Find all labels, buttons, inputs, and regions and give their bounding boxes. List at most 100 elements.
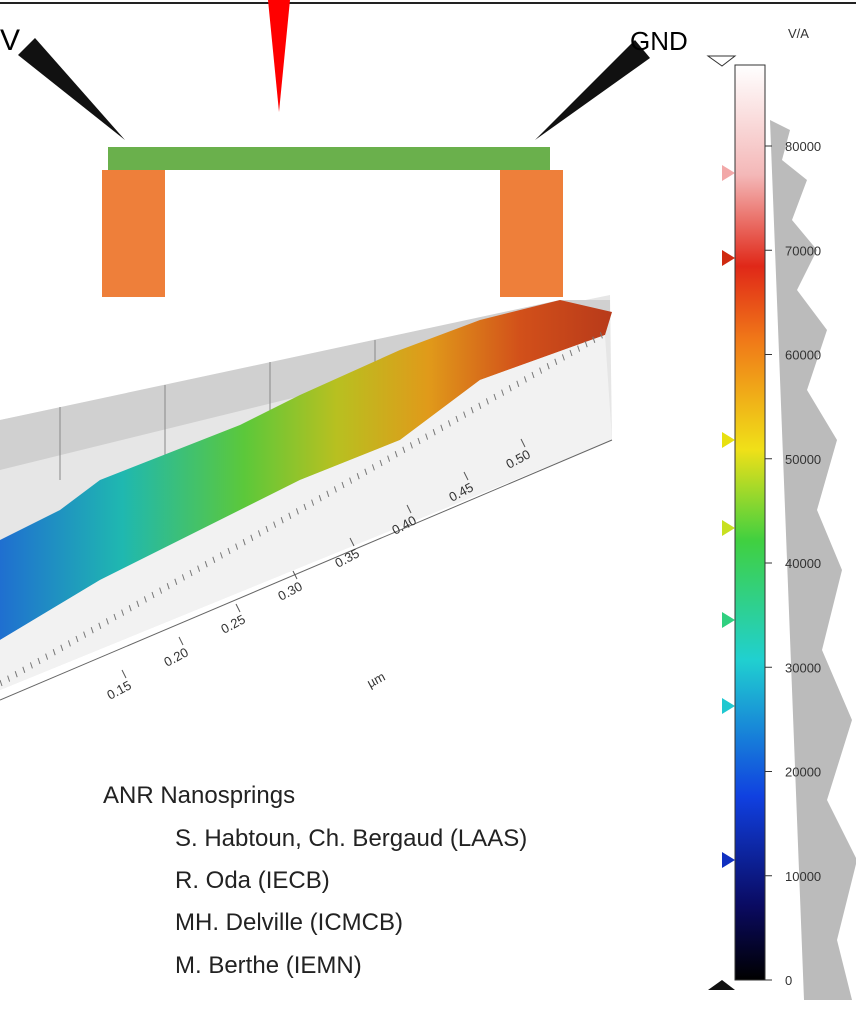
minor-tick	[371, 464, 375, 471]
minor-tick	[90, 627, 94, 634]
minor-tick	[37, 657, 41, 665]
minor-tick	[592, 336, 596, 343]
tick-label: 0.30	[275, 579, 304, 604]
minor-tick	[60, 644, 64, 651]
minor-tick	[121, 609, 125, 616]
probe-label: GND	[630, 26, 688, 56]
credit-title: ANR Nanosprings	[103, 782, 295, 809]
tick-label: 0.25	[218, 612, 247, 637]
minor-tick	[29, 662, 33, 669]
probe-label: V	[0, 24, 20, 57]
minor-tick	[409, 442, 413, 449]
minor-tick	[174, 578, 178, 585]
minor-tick	[569, 349, 573, 357]
minor-tick	[151, 591, 155, 599]
minor-tick	[181, 574, 185, 581]
colorbar-unit: V/A	[788, 26, 809, 41]
tick-mark	[349, 537, 355, 547]
minor-tick	[417, 437, 421, 445]
minor-tick	[394, 451, 398, 458]
minor-tick	[227, 547, 231, 555]
tick-label: 50000	[785, 452, 821, 467]
device	[18, 0, 650, 297]
tick-label: 40000	[785, 556, 821, 571]
minor-tick	[364, 468, 368, 475]
minor-tick	[273, 521, 277, 528]
tick-mark	[520, 438, 526, 448]
minor-tick	[584, 341, 588, 348]
minor-tick	[478, 402, 482, 409]
minor-tick	[113, 613, 117, 621]
credit-line: R. Oda (IECB)	[175, 867, 330, 894]
minor-tick	[318, 495, 322, 502]
minor-tick	[14, 671, 18, 678]
tick-mark	[406, 504, 412, 514]
minor-tick	[341, 481, 345, 489]
tick-label: 30000	[785, 660, 821, 675]
minor-tick	[531, 371, 535, 379]
tick-label: 10000	[785, 869, 821, 884]
minor-tick	[516, 380, 520, 387]
minor-tick	[485, 398, 489, 405]
minor-tick	[0, 679, 3, 687]
minor-tick	[333, 486, 337, 493]
minor-tick	[440, 424, 444, 431]
minor-tick	[212, 556, 216, 563]
minor-tick	[402, 446, 406, 453]
credit-line: M. Berthe (IEMN)	[175, 952, 362, 979]
axis-unit: µm	[364, 669, 387, 691]
tick-mark	[292, 570, 298, 580]
credit-line: S. Habtoun, Ch. Bergaud (LAAS)	[175, 825, 527, 852]
minor-tick	[523, 376, 527, 383]
minor-tick	[470, 407, 474, 414]
minor-tick	[295, 508, 299, 515]
surface-plot	[0, 295, 613, 701]
minor-tick	[387, 455, 391, 462]
minor-tick	[349, 477, 353, 484]
tick-mark	[178, 636, 184, 646]
tick-mark	[463, 471, 469, 481]
minor-tick	[136, 600, 140, 607]
minor-tick	[265, 525, 269, 533]
colorbar-ticks: 0 10000 20000 30000 40000 50000 60000 70000 8000…	[765, 139, 821, 988]
minor-tick	[577, 345, 581, 352]
minor-tick	[303, 503, 307, 511]
minor-tick	[235, 543, 239, 550]
minor-tick	[463, 411, 467, 418]
minor-tick	[311, 499, 315, 506]
minor-tick	[219, 552, 223, 559]
tick-label: 20000	[785, 765, 821, 780]
minor-tick	[105, 618, 109, 625]
minor-tick	[379, 459, 383, 467]
minor-tick	[159, 587, 163, 594]
minor-tick	[288, 512, 292, 519]
minor-tick	[455, 415, 459, 423]
minor-tick	[326, 490, 330, 497]
minor-tick	[599, 332, 603, 339]
minor-tick	[197, 565, 201, 572]
minor-tick	[67, 640, 71, 647]
minor-tick	[554, 358, 558, 365]
minor-tick	[242, 539, 246, 546]
tick-label: 0.15	[104, 678, 133, 703]
minor-tick	[7, 675, 11, 682]
tick-label: 60000	[785, 348, 821, 363]
minor-tick	[447, 420, 451, 427]
minor-tick	[83, 631, 87, 638]
minor-tick	[45, 653, 49, 660]
tick-mark	[235, 603, 241, 613]
minor-tick	[561, 354, 565, 361]
minor-tick	[75, 635, 79, 643]
minor-tick	[22, 666, 26, 673]
credit-line: MH. Delville (ICMCB)	[175, 909, 403, 936]
tick-label: 0	[785, 973, 792, 988]
minor-tick	[356, 473, 360, 480]
tick-label: 70000	[785, 243, 821, 258]
minor-tick	[166, 583, 170, 590]
minor-tick	[257, 530, 261, 537]
minor-tick	[250, 534, 254, 541]
minor-tick	[98, 622, 102, 629]
minor-tick	[493, 393, 497, 401]
minor-tick	[128, 605, 132, 612]
